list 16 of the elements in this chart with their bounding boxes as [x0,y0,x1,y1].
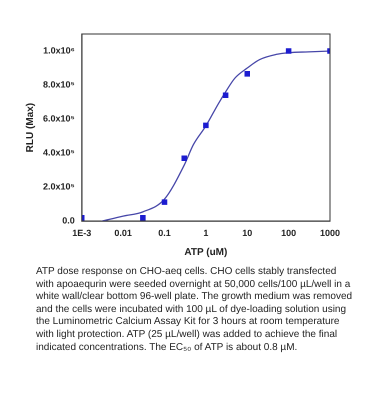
y-tick-label: 1.0x10⁶ [43,46,75,56]
y-tick-label: 8.0x10⁵ [42,80,75,90]
x-tick-label: 1 [203,228,208,238]
y-tick-label: 2.0x10⁵ [42,182,75,192]
x-tick-label: 1000 [320,228,340,238]
y-tick-label: 6.0x10⁵ [42,114,75,124]
x-tick-label: 10 [242,228,252,238]
x-tick-label: 1E-3 [72,228,92,238]
x-axis-title: ATP (uM) [184,246,228,258]
x-tick-label: 100 [281,228,296,238]
text: ATP dose response on CHO-aeq cells. CHO cells stably transfected with apoaequrin were seeded overnight at 50,000 cells/100 µL/well in a white wall/clear bottom 96-well plate. The growth medium was removed and the cells were incubated with 100 µL of dye-loading solution using the Luminometric Calcium Assay Kit for 3 hours at room temperature with light protection. ATP (25 µL/well) was added to achieve the final indicated concentrations. The EC₅₀ of ATP is about 0.8 µM. [36,266,354,354]
y-tick-label: 0.0 [62,216,75,226]
y-tick-label: 4.0x10⁵ [42,148,75,158]
x-tick-label: 0.1 [158,228,171,238]
x-tick-label: 0.01 [114,228,132,238]
y-axis-title: RLU (Max) [24,102,36,152]
